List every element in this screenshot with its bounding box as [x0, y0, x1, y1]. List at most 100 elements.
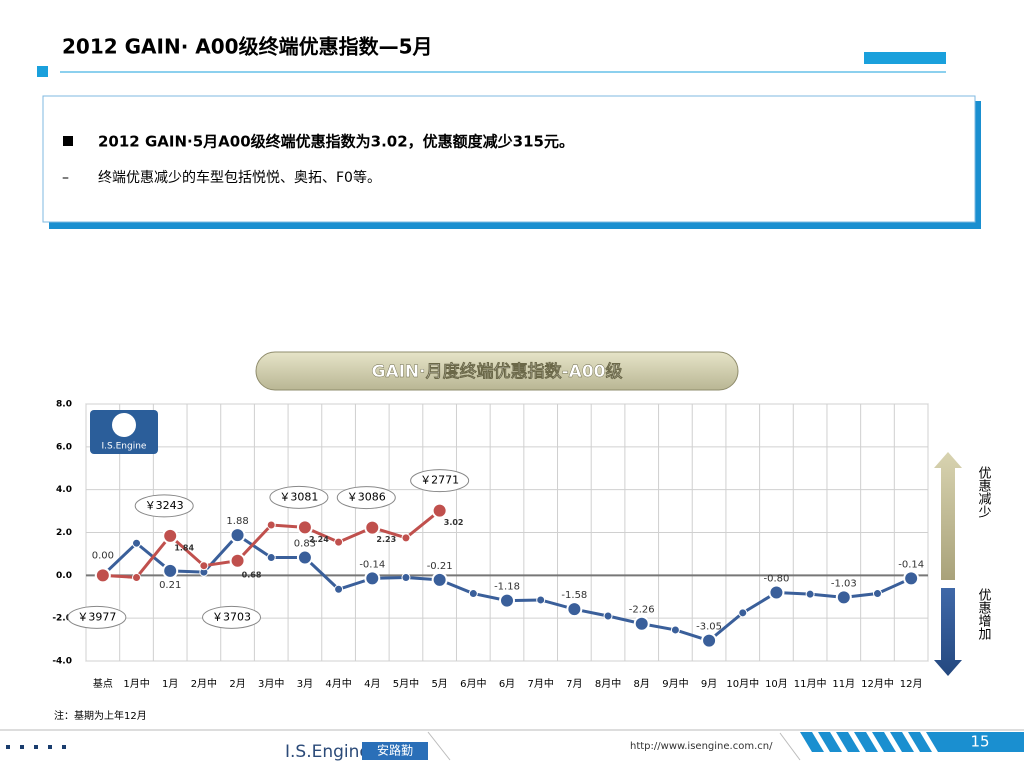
up-label: 优惠减少 — [976, 466, 992, 518]
point — [266, 520, 276, 530]
data-label: 0.00 — [92, 550, 114, 561]
data-label: 3.02 — [444, 518, 464, 527]
page-number: 15 — [970, 733, 989, 751]
x-tick-label: 5月 — [431, 678, 447, 690]
point — [872, 589, 882, 599]
point — [132, 572, 142, 582]
point — [401, 572, 411, 582]
summary-bullet: 2012 GAIN·5月A00级终端优惠指数为3.02，优惠额度减少315元。 — [98, 133, 574, 151]
callout-text: ￥3081 — [279, 490, 318, 503]
point — [334, 537, 344, 547]
footer-url: http://www.isengine.com.cn/ — [630, 741, 773, 752]
point — [468, 589, 478, 599]
point — [229, 527, 246, 544]
x-tick-label: 2月中 — [191, 677, 217, 690]
data-label: -0.80 — [764, 573, 790, 584]
point — [296, 549, 313, 566]
x-tick-label: 6月 — [499, 678, 515, 690]
callout — [269, 485, 329, 509]
x-tick-label: 4月 — [364, 678, 380, 690]
x-tick-label: 12月中 — [861, 677, 894, 690]
footer-dots — [6, 745, 66, 749]
point — [536, 595, 546, 605]
callout-text: ￥3977 — [77, 610, 116, 623]
point — [805, 589, 815, 599]
y-tick-label: 4.0 — [56, 485, 72, 495]
x-tick-label: 10月 — [765, 678, 788, 690]
point — [266, 553, 276, 563]
point — [401, 533, 411, 543]
data-label: -1.18 — [494, 582, 520, 593]
point — [835, 589, 852, 606]
summary-box — [42, 95, 976, 223]
summary-detail: 终端优惠减少的车型包括悦悦、奥拓、F0等。 — [98, 169, 381, 186]
x-tick-label: 12月 — [900, 678, 923, 690]
point — [334, 584, 344, 594]
x-tick-label: 3月 — [297, 678, 313, 690]
x-tick-label: 2月 — [229, 678, 245, 690]
callout — [67, 605, 127, 629]
point — [162, 527, 179, 544]
x-tick-label: 8月中 — [595, 677, 621, 690]
brand-cn-box — [362, 742, 428, 760]
x-tick-label: 7月 — [566, 678, 582, 690]
x-tick-label: 8月 — [634, 678, 650, 690]
x-tick-label: 11月 — [832, 678, 855, 690]
point — [566, 601, 583, 618]
point — [701, 632, 718, 649]
plot: -4.0 -2.0 0.0 2.0 4.0 6.0 8.0 基点 1月中 1月 2月中 2月 3月中 3月… — [52, 400, 929, 690]
data-label: -3.05 — [696, 622, 722, 633]
footer-brand-cn: 安路勤 — [377, 743, 413, 758]
callout — [134, 494, 194, 518]
note: 注：基期为上年12月 — [54, 709, 147, 722]
data-label: 2.24 — [309, 535, 329, 544]
data-label: -0.21 — [427, 561, 453, 572]
data-label: 0.21 — [159, 580, 181, 591]
logo-circle — [112, 413, 136, 437]
slide-title: 2012 GAIN· A00级终端优惠指数—5月 — [62, 35, 433, 59]
chart-title-pill — [255, 351, 739, 391]
callout-text: ￥3086 — [347, 491, 386, 504]
x-tick-label: 4月中 — [325, 677, 351, 690]
x-tick-label: 1月 — [162, 678, 178, 690]
point — [431, 502, 448, 519]
logo-text: I.S.Engine — [102, 442, 147, 452]
data-label: 2.23 — [376, 535, 396, 544]
data-label: 0.83 — [294, 539, 316, 550]
point — [903, 570, 920, 587]
point — [768, 584, 785, 601]
title-accent — [864, 52, 946, 64]
chart-title: GAIN·月度终端优惠指数-A00级 — [372, 361, 623, 382]
y-tick-label: 0.0 — [56, 571, 72, 581]
point — [199, 561, 209, 571]
callout-text: ￥3703 — [212, 610, 251, 623]
footer-brand: I.S.Engine — [285, 742, 370, 762]
footer-slash — [427, 731, 451, 761]
data-label: 1.88 — [226, 516, 248, 527]
y-tick-label: -4.0 — [52, 657, 72, 667]
point — [296, 519, 313, 536]
point — [229, 552, 246, 569]
down-label: 优惠增加 — [976, 588, 992, 641]
data-label: -1.03 — [831, 578, 857, 589]
point — [603, 611, 613, 621]
up-arrow — [934, 452, 962, 580]
footer-slash — [779, 732, 801, 761]
x-tick-label: 10月中 — [726, 677, 759, 690]
data-label: -0.14 — [359, 559, 385, 570]
y-tick-label: 6.0 — [56, 442, 72, 452]
title-marker — [37, 66, 48, 77]
point — [738, 608, 748, 618]
data-label: 0.68 — [242, 570, 262, 579]
data-label: 1.84 — [174, 543, 194, 552]
point — [499, 592, 515, 609]
x-tick-label: 5月中 — [393, 677, 419, 690]
point — [364, 519, 381, 536]
x-tick-label: 9月 — [701, 678, 717, 690]
callout-text: ￥3243 — [145, 499, 184, 512]
x-tick-label: 11月中 — [794, 677, 827, 690]
callout — [410, 469, 470, 493]
x-tick-label: 7月中 — [527, 677, 553, 690]
data-label: -1.58 — [561, 590, 587, 601]
